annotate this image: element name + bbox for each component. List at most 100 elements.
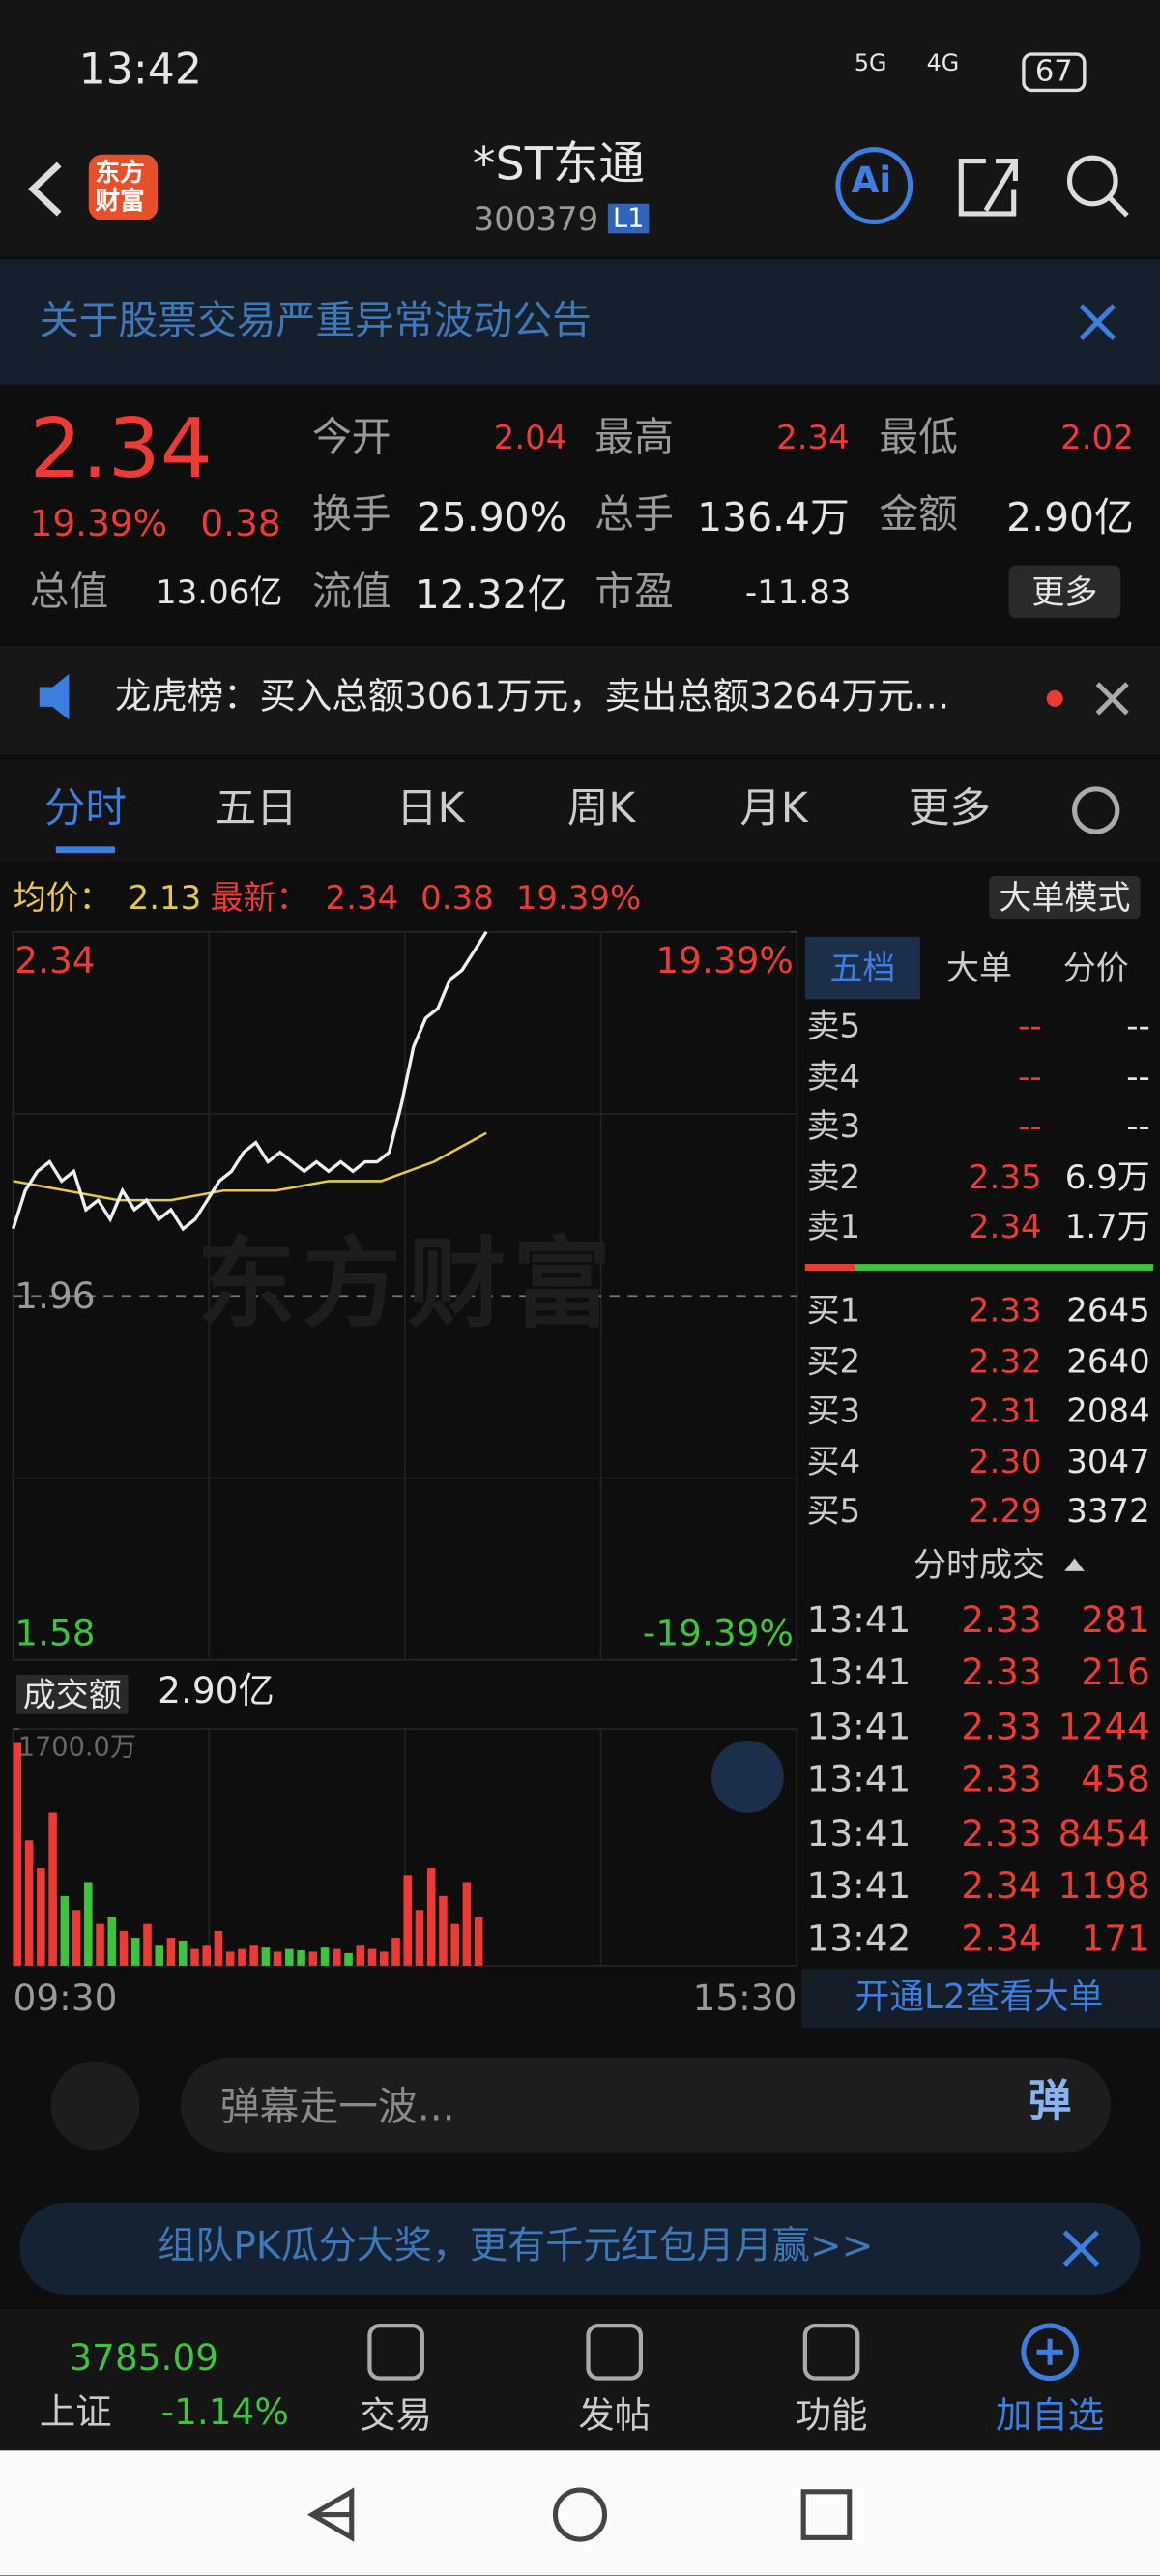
stat-label: 今开 <box>311 414 392 460</box>
change: 0.38 <box>200 504 281 546</box>
ob-tab[interactable]: 五档 <box>829 948 896 988</box>
nav-item[interactable]: 交易 <box>360 2396 433 2438</box>
trade-time: 13:42 <box>806 1919 912 1962</box>
ob-volume: -- <box>1126 1056 1150 1097</box>
ob-price: -- <box>1018 1056 1042 1097</box>
volume-bar <box>379 1951 389 1966</box>
promo-bg[interactable] <box>19 2202 1141 2295</box>
stat-value: 12.32亿 <box>414 571 567 619</box>
l2-bg <box>801 1969 1160 2029</box>
time-start: 09:30 <box>13 1978 118 2020</box>
ob-price: 2.31 <box>968 1390 1042 1431</box>
stat-value: 25.90% <box>416 494 567 542</box>
notice-bg <box>0 645 1160 755</box>
nav-item[interactable]: 加自选 <box>996 2396 1105 2438</box>
volume-bar <box>202 1945 211 1966</box>
ob-label: 卖4 <box>806 1056 861 1097</box>
battery: 67 <box>1022 52 1087 93</box>
nav-item[interactable]: 功能 <box>795 2396 868 2438</box>
speaker-icon <box>39 673 70 720</box>
index-value: 3785.09 <box>69 2338 219 2381</box>
tab-underline <box>55 846 115 854</box>
stat-value: 2.02 <box>1060 417 1134 457</box>
notice[interactable]: 龙虎榜：买入总额3061万元，卖出总额3264万元… <box>114 677 950 718</box>
price: 2.34 <box>29 400 213 497</box>
watermark: 东方财富 <box>196 1227 619 1343</box>
volume-bar <box>225 1951 235 1966</box>
index-pct: -1.14% <box>160 2392 289 2435</box>
ob-volume: -- <box>1126 1106 1150 1147</box>
back-icon[interactable] <box>28 161 62 217</box>
volume-bar <box>190 1948 199 1966</box>
ob-price: 2.32 <box>968 1340 1042 1381</box>
volume-tick-label: 1700.0万 <box>17 1730 137 1763</box>
share-icon[interactable] <box>958 159 1018 217</box>
trade-price: 2.33 <box>961 1760 1042 1802</box>
ob-volume: 1.7万 <box>1064 1207 1150 1247</box>
ob-tab[interactable]: 分价 <box>1062 948 1129 988</box>
promo[interactable]: 组队PK瓜分大奖，更有千元红包月月赢>> <box>158 2225 874 2269</box>
comment-button[interactable]: 弹 <box>1029 2077 1072 2127</box>
comment-placeholder[interactable]: 弹幕走一波... <box>219 2084 455 2130</box>
notice-close[interactable] <box>1095 682 1129 716</box>
tab[interactable]: 分时 <box>44 783 127 833</box>
ob-tab[interactable]: 大单 <box>946 948 1013 988</box>
tab[interactable]: 更多 <box>908 783 991 833</box>
settings-icon[interactable] <box>1072 786 1120 834</box>
add-icon[interactable] <box>1021 2323 1079 2382</box>
level-badge: L1 <box>607 203 650 234</box>
mode-button[interactable]: 大单模式 <box>989 875 1141 920</box>
promo-close[interactable] <box>1062 2230 1100 2268</box>
nav-recent[interactable] <box>800 2489 853 2540</box>
l2-link[interactable]: 开通L2查看大单 <box>855 1976 1104 2017</box>
search-icon-handle <box>1107 195 1129 218</box>
search-icon[interactable] <box>1066 155 1118 207</box>
volume-bar <box>72 1910 81 1966</box>
volume-bar <box>24 1840 34 1966</box>
comment-icon[interactable] <box>50 2061 140 2151</box>
banner[interactable]: 关于股票交易严重异常波动公告 <box>39 297 592 344</box>
volume-bar <box>415 1910 424 1966</box>
volume-total: 2.90亿 <box>158 1671 275 1713</box>
banner-bg <box>0 259 1160 385</box>
comment-input-bg[interactable] <box>180 2058 1112 2153</box>
ob-volume: 2084 <box>1066 1390 1150 1431</box>
ob-price: 2.35 <box>968 1156 1042 1197</box>
nav-home[interactable] <box>552 2487 608 2542</box>
tab[interactable]: 五日 <box>215 783 298 833</box>
stat-label: 最低 <box>879 414 958 460</box>
volume-bar <box>48 1812 57 1966</box>
volume-bar <box>392 1938 400 1966</box>
ob-label: 买3 <box>806 1390 861 1431</box>
trade-volume: 1198 <box>1058 1866 1150 1909</box>
y2-tick-label: -19.39% <box>642 1614 794 1655</box>
ob-volume: 3047 <box>1066 1441 1150 1481</box>
ob-tab-active <box>804 936 920 1000</box>
nav-item[interactable]: 发帖 <box>578 2396 652 2438</box>
stat-label: 总值 <box>29 569 109 615</box>
volume-bar <box>84 1882 93 1966</box>
ai-icon[interactable] <box>835 147 914 225</box>
change-pct: 19.39% <box>29 504 168 546</box>
android-nav <box>0 2450 1160 2576</box>
tab[interactable]: 月K <box>740 783 808 833</box>
volume-bar <box>249 1945 258 1966</box>
stat-value: 13.06亿 <box>156 571 283 612</box>
stat-value: 2.04 <box>493 417 567 457</box>
nav-back[interactable] <box>306 2487 355 2542</box>
volume-bar <box>462 1882 472 1966</box>
volume-bar <box>450 1923 459 1966</box>
volume-bar <box>238 1948 246 1966</box>
volume-bar <box>403 1875 413 1966</box>
trade-time: 13:41 <box>806 1813 912 1856</box>
ai-label[interactable]: Ai <box>851 161 892 203</box>
trade-volume: 281 <box>1081 1600 1150 1643</box>
more-button[interactable]: 更多 <box>1008 565 1121 619</box>
trade-volume: 458 <box>1081 1760 1150 1802</box>
tab[interactable]: 日K <box>396 783 465 833</box>
banner-close[interactable] <box>1079 304 1116 340</box>
trade-price: 2.33 <box>961 1813 1042 1856</box>
tab[interactable]: 周K <box>566 783 636 833</box>
trade-time: 13:41 <box>806 1866 912 1909</box>
